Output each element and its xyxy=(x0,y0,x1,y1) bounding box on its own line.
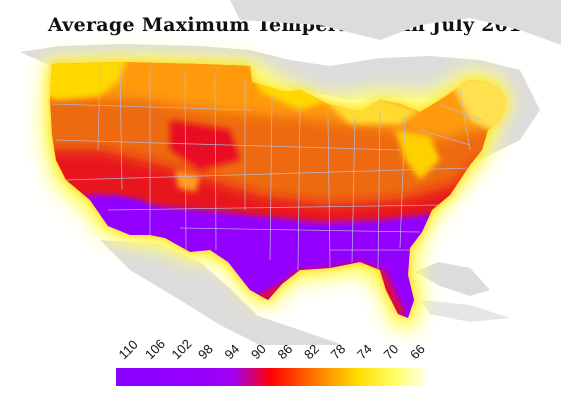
legend-tick-label: 78 xyxy=(328,341,349,362)
legend-tick-label: 66 xyxy=(407,341,428,362)
legend-tick-label: 102 xyxy=(169,336,195,362)
legend-tick-label: 86 xyxy=(275,341,296,362)
legend-tick-label: 106 xyxy=(142,336,168,362)
legend-color-bar xyxy=(116,368,426,386)
legend-tick-label: 82 xyxy=(301,341,322,362)
state-borders xyxy=(51,65,483,271)
legend-tick-label: 110 xyxy=(116,337,141,362)
legend-tick-label: 74 xyxy=(354,341,375,362)
legend-tick-label: 70 xyxy=(381,341,402,362)
legend-ticks: 110 106 102 98 94 90 86 82 78 74 70 66 xyxy=(116,336,428,362)
legend-tick-label: 98 xyxy=(195,341,216,362)
legend-tick-label: 90 xyxy=(248,341,269,362)
legend-tick-label: 94 xyxy=(222,341,243,362)
temperature-map xyxy=(20,0,561,345)
